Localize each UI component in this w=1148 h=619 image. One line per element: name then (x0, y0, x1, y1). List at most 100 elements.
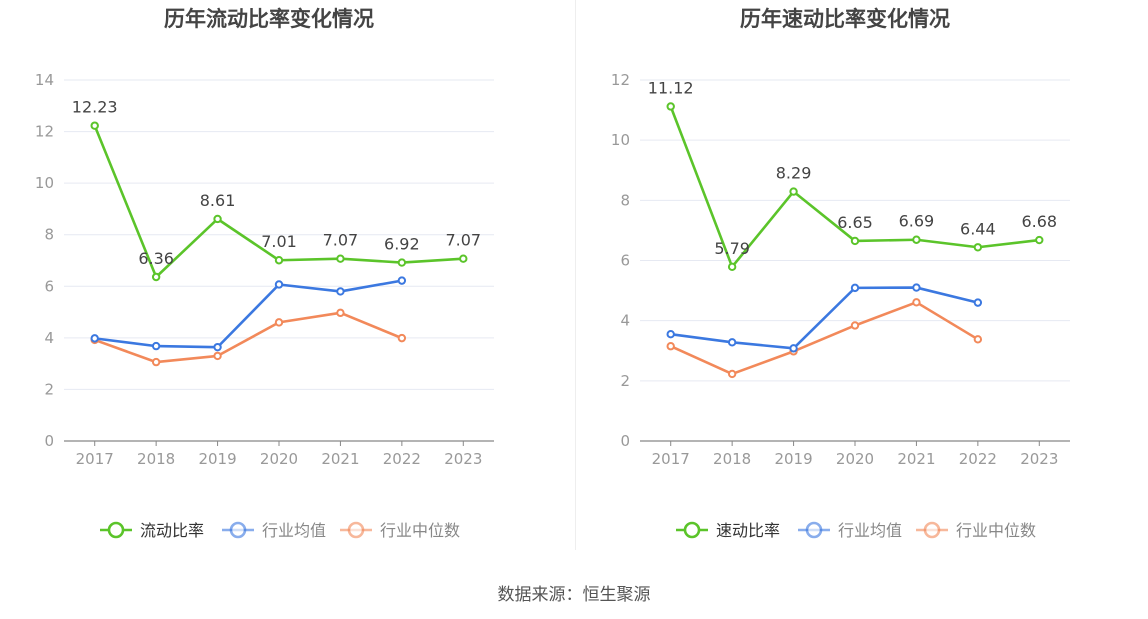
y-tick-label: 12 (611, 71, 630, 89)
legend-label: 行业均值 (262, 521, 326, 540)
data-point (666, 330, 675, 339)
legend-item: 行业中位数 (340, 521, 460, 540)
x-tick-label: 2018 (137, 450, 175, 468)
data-point (973, 298, 983, 307)
data-label: 6.92 (384, 235, 420, 254)
quick-ratio-chart: 历年速动比率变化情况 0 2 4 6 8 10 12 2017 2018 2019 2020 2021 2… (611, 7, 1070, 540)
data-point (274, 280, 284, 289)
data-point (912, 298, 921, 307)
legend-label: 行业中位数 (956, 521, 1036, 540)
data-label: 6.68 (1021, 212, 1057, 231)
data-point (151, 341, 161, 351)
data-label: 7.01 (261, 232, 297, 251)
data-point (789, 344, 798, 353)
chart-divider (575, 0, 576, 550)
data-point (336, 287, 345, 296)
legend-circle-icon (229, 521, 247, 539)
data-point (666, 102, 675, 111)
y-tick-label: 0 (44, 432, 54, 450)
data-label: 12.23 (72, 98, 118, 117)
legend-label: 速动比率 (716, 521, 780, 540)
data-point (336, 308, 345, 318)
y-tick-label: 2 (44, 380, 54, 398)
legend-circle-icon (805, 521, 823, 539)
legend-item: 行业均值 (222, 521, 326, 540)
y-tick-label: 0 (620, 432, 630, 450)
y-tick-label: 8 (620, 191, 630, 209)
legend-label: 行业中位数 (380, 521, 460, 540)
legend-circle-icon (683, 521, 701, 539)
chart-title: 历年流动比率变化情况 (164, 7, 374, 31)
data-point (789, 187, 798, 196)
legend-item: 行业均值 (798, 521, 902, 540)
legend-label: 行业均值 (838, 521, 902, 540)
x-tick-label: 2022 (959, 450, 997, 468)
legend-circle-icon (107, 521, 125, 539)
series-line (670, 286, 979, 350)
data-point (151, 272, 161, 282)
x-tick-label: 2021 (897, 450, 935, 468)
legend-item: 速动比率 (676, 521, 780, 540)
y-tick-label: 6 (44, 277, 54, 295)
x-tick-label: 2020 (836, 450, 874, 468)
x-tick-label: 2017 (652, 450, 690, 468)
legend-label: 流动比率 (140, 521, 204, 540)
y-tick-label: 14 (35, 71, 54, 89)
y-tick-label: 4 (44, 329, 54, 347)
x-tick-label: 2020 (260, 450, 298, 468)
y-tick-label: 10 (611, 131, 630, 149)
data-point (1035, 235, 1044, 245)
y-tick-label: 12 (35, 123, 54, 141)
x-tick-label: 2017 (76, 450, 114, 468)
y-tick-label: 8 (44, 226, 54, 244)
data-point (850, 321, 860, 330)
data-point (397, 276, 407, 285)
data-point (397, 333, 407, 343)
data-label: 11.12 (648, 78, 694, 97)
data-point (274, 318, 284, 327)
data-point (213, 214, 222, 224)
data-point (850, 283, 860, 293)
data-label: 8.29 (776, 164, 812, 183)
data-point (973, 335, 983, 344)
data-label: 6.44 (960, 219, 996, 238)
x-tick-label: 2023 (1020, 450, 1058, 468)
data-point (90, 121, 99, 130)
legend-item: 流动比率 (100, 521, 204, 540)
data-point (912, 283, 921, 292)
series-line (670, 301, 979, 376)
y-tick-label: 2 (620, 372, 630, 390)
data-label: 6.69 (899, 212, 935, 231)
chart-title: 历年速动比率变化情况 (740, 7, 950, 31)
y-tick-label: 6 (620, 252, 630, 270)
y-tick-label: 4 (620, 312, 630, 330)
x-tick-label: 2022 (383, 450, 421, 468)
data-point (727, 369, 737, 379)
data-label: 8.61 (200, 191, 236, 210)
data-point (213, 342, 222, 352)
data-label: 6.36 (138, 249, 174, 268)
legend-circle-icon (347, 521, 365, 539)
data-point (850, 236, 860, 246)
data-label: 5.79 (714, 239, 750, 258)
series-line (94, 311, 403, 364)
data-point (459, 254, 468, 263)
x-tick-label: 2019 (198, 450, 236, 468)
data-point (973, 243, 983, 252)
data-source-label: 数据来源：恒生聚源 (497, 585, 651, 605)
data-label: 7.07 (445, 231, 481, 250)
x-tick-label: 2018 (713, 450, 751, 468)
data-label: 6.65 (837, 213, 873, 232)
data-point (336, 254, 345, 263)
data-point (274, 256, 284, 265)
data-point (213, 351, 222, 361)
x-tick-label: 2023 (444, 450, 482, 468)
y-tick-label: 10 (35, 174, 54, 192)
data-point (666, 342, 675, 351)
data-point (151, 357, 161, 367)
current-ratio-chart: 历年流动比率变化情况 0 2 4 6 8 10 12 14 2017 2018 2019 2020 202… (35, 7, 494, 540)
legend-item: 行业中位数 (916, 521, 1036, 540)
x-tick-label: 2021 (321, 450, 359, 468)
data-point (727, 338, 737, 347)
